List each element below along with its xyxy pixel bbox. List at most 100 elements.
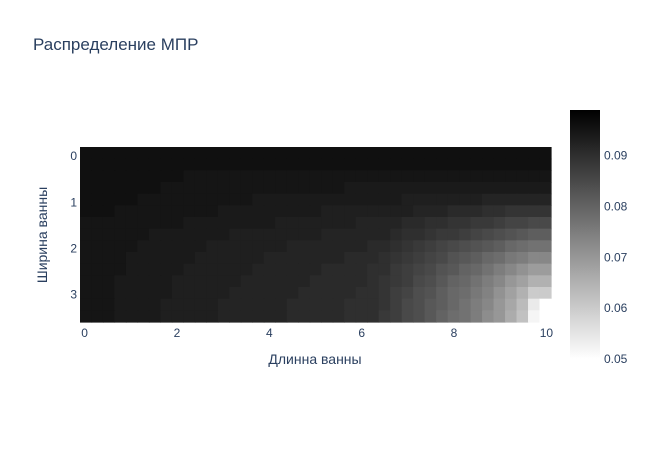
heatmap-cells bbox=[80, 147, 552, 323]
heatmap-cell bbox=[424, 147, 437, 160]
heatmap-cell bbox=[390, 287, 403, 300]
heatmap-cell bbox=[539, 287, 552, 300]
heatmap-cell bbox=[229, 217, 242, 230]
heatmap-cell bbox=[80, 147, 93, 160]
heatmap-cell bbox=[470, 205, 483, 218]
heatmap-cell bbox=[275, 205, 288, 218]
heatmap-cell bbox=[482, 263, 495, 276]
heatmap-cell bbox=[401, 147, 414, 160]
heatmap-cell bbox=[275, 298, 288, 311]
heatmap-cell bbox=[206, 310, 219, 323]
heatmap-cell bbox=[298, 298, 311, 311]
heatmap-cell bbox=[275, 228, 288, 241]
heatmap-cell bbox=[125, 228, 139, 241]
heatmap-cell bbox=[286, 158, 299, 171]
heatmap-cell bbox=[275, 147, 288, 160]
colorbar bbox=[570, 110, 600, 359]
heatmap-cell bbox=[332, 193, 345, 206]
heatmap-cell bbox=[114, 275, 127, 288]
heatmap-cell bbox=[436, 217, 449, 230]
heatmap-cell bbox=[459, 217, 472, 230]
heatmap-cell bbox=[378, 205, 391, 218]
heatmap-cell bbox=[436, 170, 449, 183]
heatmap-cell bbox=[505, 158, 518, 171]
heatmap-cell bbox=[516, 263, 529, 276]
heatmap-cell bbox=[263, 158, 276, 171]
heatmap-cell bbox=[125, 263, 139, 276]
heatmap-cell bbox=[482, 158, 495, 171]
heatmap-cell bbox=[183, 287, 196, 300]
heatmap-cell bbox=[505, 287, 518, 300]
heatmap-cell bbox=[390, 193, 403, 206]
heatmap-cell bbox=[344, 240, 357, 253]
heatmap-cell bbox=[332, 182, 345, 195]
heatmap-cell bbox=[309, 252, 322, 265]
heatmap-cell bbox=[493, 205, 506, 218]
heatmap-cell bbox=[424, 310, 437, 323]
heatmap-cell bbox=[229, 298, 242, 311]
heatmap-cell bbox=[447, 193, 460, 206]
heatmap-cell bbox=[194, 228, 207, 241]
heatmap-cell bbox=[401, 275, 414, 288]
heatmap-cell bbox=[505, 275, 518, 288]
heatmap-cell bbox=[114, 158, 127, 171]
heatmap-cell bbox=[252, 263, 265, 276]
heatmap-cell bbox=[148, 228, 162, 241]
heatmap-cell bbox=[240, 275, 253, 288]
heatmap-cell bbox=[171, 287, 184, 300]
heatmap-cell bbox=[459, 310, 472, 323]
heatmap-cell bbox=[344, 182, 357, 195]
heatmap-cell bbox=[390, 275, 403, 288]
heatmap-cell bbox=[321, 217, 334, 230]
heatmap-cell bbox=[160, 158, 173, 171]
heatmap-cell bbox=[252, 275, 265, 288]
heatmap-cell bbox=[252, 298, 265, 311]
heatmap-cell bbox=[321, 205, 334, 218]
heatmap-cell bbox=[194, 182, 207, 195]
heatmap-cell bbox=[298, 182, 311, 195]
heatmap-cell bbox=[229, 205, 242, 218]
heatmap-cell bbox=[413, 263, 426, 276]
heatmap-cell bbox=[171, 310, 184, 323]
heatmap-cell bbox=[91, 217, 104, 230]
heatmap-cell bbox=[378, 240, 391, 253]
heatmap-cell bbox=[505, 310, 518, 323]
heatmap-cell bbox=[148, 240, 162, 253]
heatmap-cell bbox=[148, 263, 162, 276]
heatmap-cell bbox=[470, 158, 483, 171]
heatmap-cell bbox=[447, 147, 460, 160]
heatmap-cell bbox=[413, 205, 426, 218]
heatmap-cell bbox=[275, 182, 288, 195]
heatmap-cell bbox=[332, 170, 345, 183]
heatmap-cell bbox=[309, 147, 322, 160]
heatmap-cell bbox=[171, 147, 184, 160]
heatmap-cell bbox=[390, 170, 403, 183]
heatmap-cell bbox=[505, 217, 518, 230]
heatmap-cell bbox=[413, 252, 426, 265]
heatmap-cell bbox=[171, 170, 184, 183]
heatmap-cell bbox=[217, 310, 230, 323]
heatmap-cell bbox=[171, 217, 184, 230]
heatmap-cell bbox=[459, 298, 472, 311]
heatmap-cell bbox=[321, 310, 334, 323]
heatmap-cell bbox=[355, 287, 368, 300]
heatmap-cell bbox=[194, 310, 207, 323]
heatmap-cell bbox=[528, 275, 541, 288]
heatmap-cell bbox=[470, 275, 483, 288]
heatmap-cell bbox=[206, 147, 219, 160]
heatmap-cell bbox=[401, 205, 414, 218]
heatmap-cell bbox=[160, 263, 173, 276]
heatmap-cell bbox=[240, 147, 253, 160]
heatmap-cell bbox=[344, 275, 357, 288]
heatmap-cell bbox=[413, 298, 426, 311]
heatmap-cell bbox=[309, 298, 322, 311]
heatmap-cell bbox=[263, 298, 276, 311]
heatmap-cell bbox=[390, 205, 403, 218]
heatmap-cell bbox=[137, 217, 150, 230]
heatmap-cell bbox=[102, 147, 116, 160]
heatmap-cell bbox=[355, 310, 368, 323]
x-tick-label: 8 bbox=[451, 326, 458, 340]
heatmap-cell bbox=[505, 252, 518, 265]
heatmap-cell bbox=[148, 158, 162, 171]
